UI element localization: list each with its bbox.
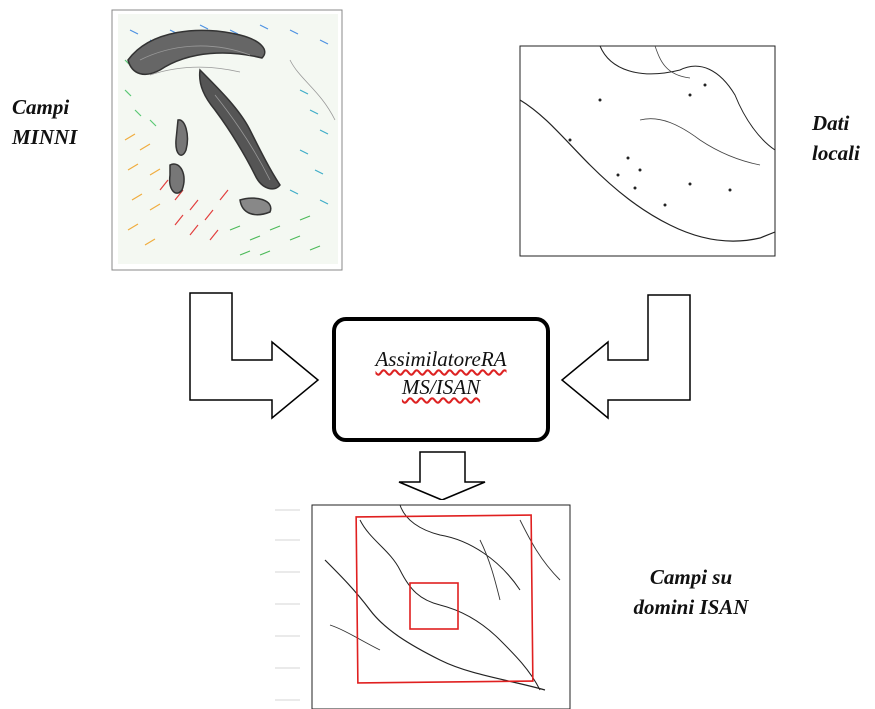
arrow-left-to-box	[189, 292, 320, 420]
label-campi-minni-line1: Campi	[12, 95, 70, 119]
assimilator-line2: MS/ISAN	[336, 375, 546, 400]
label-dati-locali-line2: locali	[812, 141, 860, 165]
inner-domain-box	[409, 582, 459, 630]
label-campi-minni-line2: MINNI	[12, 125, 78, 149]
label-campi-minni: Campi MINNI	[12, 92, 77, 152]
assimilator-box: AssimilatoreRA MS/ISAN	[332, 317, 550, 442]
label-dati-locali: Dati locali	[812, 108, 860, 168]
arrow-right-to-box	[560, 294, 691, 420]
label-campi-su-domini-line2: domini ISAN	[633, 595, 749, 619]
assimilator-name: AssimilatoreRA	[375, 347, 507, 371]
isan-domain-map	[268, 500, 580, 709]
label-dati-locali-line1: Dati	[812, 111, 850, 135]
label-campi-su-domini: Campi su domini ISAN	[606, 562, 776, 622]
outer-domain-box	[355, 514, 534, 684]
label-campi-su-domini-line1: Campi su	[649, 565, 733, 589]
assimilator-line1: AssimilatoreRA	[336, 347, 546, 372]
local-data-map	[505, 40, 785, 268]
arrow-down-to-output	[398, 451, 486, 501]
minni-wind-field-map	[111, 9, 343, 271]
assimilator-subtitle: MS/ISAN	[401, 375, 481, 399]
